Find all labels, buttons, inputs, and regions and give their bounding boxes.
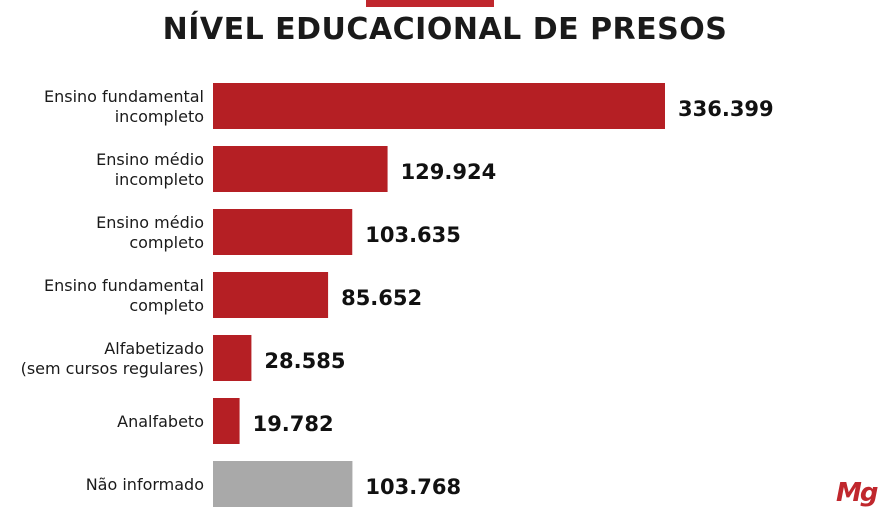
brand-logo-text: Mg — [836, 478, 879, 508]
chart-title: NÍVEL EDUCACIONAL DE PRESOS — [162, 12, 728, 47]
category-label: Ensino fundamental incompleto — [44, 87, 204, 126]
bar-value-label: 85.652 — [341, 286, 422, 310]
category-label: Ensino médio completo — [96, 213, 204, 252]
bar-value-label: 103.768 — [365, 475, 461, 499]
bar — [213, 335, 252, 381]
bar — [213, 461, 353, 507]
bar-value-label: 19.782 — [253, 412, 334, 436]
bar-value-label: 336.399 — [678, 97, 774, 121]
bar — [213, 398, 240, 444]
category-label: Ensino fundamental completo — [44, 276, 204, 315]
brand-logo: Mg — [836, 478, 879, 508]
bar-value-label: 28.585 — [264, 349, 345, 373]
bar — [213, 272, 329, 318]
bar — [213, 83, 665, 129]
bar-value-label: 129.924 — [401, 160, 497, 184]
bar — [213, 146, 388, 192]
category-label: Ensino médio incompleto — [96, 150, 204, 189]
category-label: Alfabetizado (sem cursos regulares) — [21, 339, 204, 378]
bar — [213, 209, 353, 255]
title-accent-bar — [366, 0, 494, 7]
category-label: Não informado — [86, 475, 204, 494]
bar-value-label: 103.635 — [365, 223, 461, 247]
category-label: Analfabeto — [117, 412, 204, 431]
